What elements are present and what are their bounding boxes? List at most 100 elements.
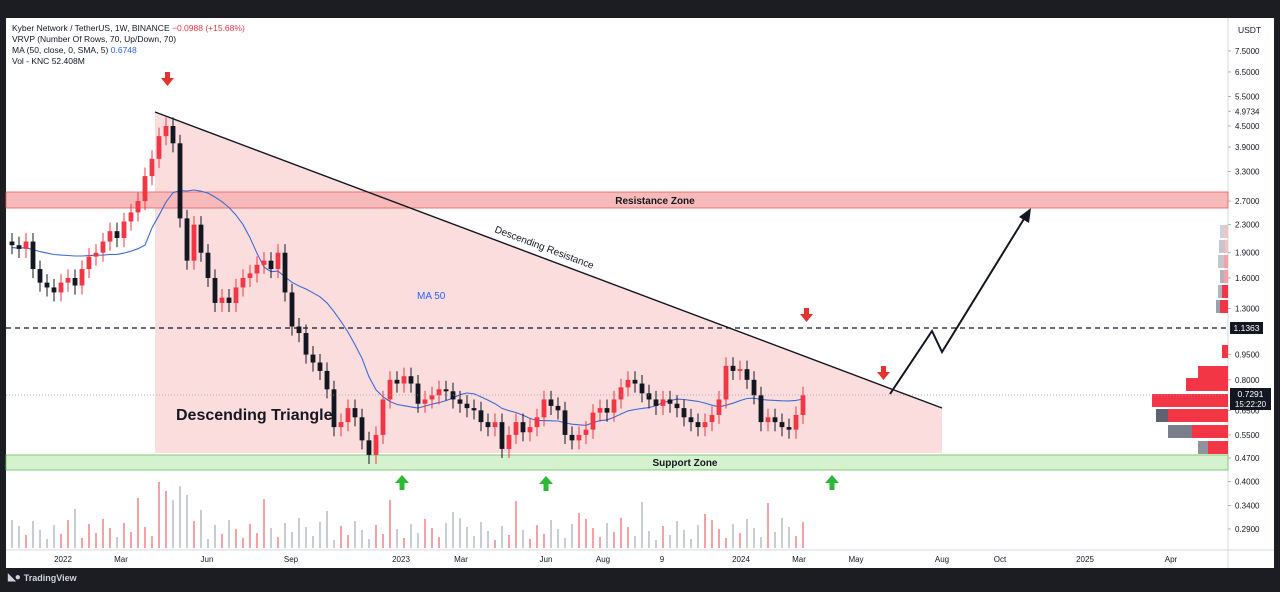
price-tick-label: 0.5500	[1235, 431, 1260, 440]
candle-body	[667, 399, 673, 404]
candle-body	[597, 408, 603, 413]
volume-bar	[690, 539, 692, 548]
volume-bar	[557, 529, 559, 548]
volume-bar	[277, 537, 279, 548]
resistance-zone	[5, 191, 1229, 209]
volume-bar	[200, 510, 202, 548]
candle-body	[786, 427, 792, 430]
candle-body	[422, 399, 428, 404]
volume-profile-up-row	[1224, 270, 1228, 283]
candle-body	[646, 393, 652, 400]
time-tick-label: Aug	[596, 555, 610, 564]
volume-bar	[18, 526, 20, 548]
volume-profile-up-row	[1168, 409, 1228, 422]
candle-body	[156, 136, 162, 159]
candle-body	[296, 326, 302, 334]
time-axis[interactable]	[6, 550, 1274, 568]
volume-bar	[571, 524, 573, 548]
price-tick-label: 0.9500	[1235, 351, 1260, 360]
time-tick-label: Oct	[994, 555, 1007, 564]
pattern-label: Descending Triangle	[176, 407, 333, 424]
candle-body	[443, 389, 449, 392]
volume-bar	[655, 540, 657, 548]
bar-countdown-text: 15:22:20	[1235, 400, 1267, 409]
candle-body	[625, 379, 631, 388]
volume-bar	[382, 534, 384, 548]
candle-body	[345, 408, 351, 423]
volume-profile-up-row	[1208, 441, 1228, 454]
volume-bar	[207, 539, 209, 548]
brand-name: TradingView	[23, 572, 77, 583]
volume-bar	[179, 486, 181, 548]
symbol-title: Kyber Network / TetherUS, 1W, BINANCE	[12, 23, 170, 33]
volume-profile-up-row	[1192, 425, 1228, 438]
volume-bar	[305, 527, 307, 548]
candle-body	[471, 408, 477, 411]
tradingview-brand[interactable]: ◣● TradingView	[8, 572, 77, 583]
volume-profile-up-row	[1152, 394, 1228, 407]
volume-bar	[361, 530, 363, 548]
candle-body	[289, 292, 295, 327]
volume-bar	[235, 529, 237, 548]
price-tick-label: 1.9000	[1235, 249, 1260, 258]
down-arrow-icon	[800, 308, 813, 322]
time-tick-label: 2024	[732, 555, 750, 564]
candle-body	[233, 287, 239, 303]
candle-body	[44, 282, 50, 288]
volume-bar	[270, 528, 272, 548]
volume-bar	[60, 534, 62, 548]
candle-body	[415, 383, 421, 404]
volume-bar	[186, 495, 188, 548]
volume-bar	[354, 521, 356, 548]
vrvp-indicator-label[interactable]: VRVP (Number Of Rows, 70, Up/Down, 70)	[12, 34, 177, 44]
candle-body	[170, 126, 176, 144]
candle-body	[548, 399, 554, 406]
candle-body	[226, 297, 232, 303]
ma-50-label: MA 50	[417, 291, 446, 302]
ma-indicator-label[interactable]: MA (50, close, 0, SMA, 5)	[12, 45, 109, 55]
volume-indicator-label[interactable]: Vol - KNC	[12, 56, 50, 66]
volume-bar	[53, 525, 55, 548]
candle-body	[520, 422, 526, 433]
volume-profile-row	[1220, 225, 1228, 238]
volume-bar	[459, 518, 461, 548]
time-tick-label: Mar	[114, 555, 128, 564]
volume-bar	[662, 526, 664, 548]
volume-bar	[753, 528, 755, 548]
time-tick-label: Mar	[454, 555, 468, 564]
candle-body	[51, 287, 57, 293]
volume-bar	[452, 512, 454, 548]
volume-bar	[410, 524, 412, 548]
candle-body	[730, 365, 736, 371]
candle-body	[436, 389, 442, 396]
candle-body	[177, 143, 183, 219]
candle-body	[268, 260, 274, 270]
volume-bar	[333, 540, 335, 548]
candle-body	[219, 297, 225, 303]
volume-bar	[480, 522, 482, 548]
candle-body	[401, 376, 407, 384]
volume-bar	[508, 535, 510, 548]
volume-bar	[249, 524, 251, 548]
level-price-text: 1.1363	[1234, 323, 1260, 333]
price-tick-label: 0.4000	[1235, 478, 1260, 487]
candle-body	[534, 417, 540, 428]
volume-profile-row	[1218, 255, 1228, 268]
candle-body	[65, 277, 71, 283]
candle-body	[58, 282, 64, 293]
support-zone-label: Support Zone	[653, 458, 718, 469]
volume-bar	[109, 528, 111, 548]
volume-bar	[438, 537, 440, 548]
price-axis[interactable]	[1228, 18, 1274, 550]
candle-body	[149, 158, 155, 177]
price-tick-label: 4.9734	[1235, 107, 1260, 116]
candle-body	[653, 399, 659, 406]
candle-body	[373, 434, 379, 455]
volume-bar	[515, 501, 517, 548]
candle-body	[485, 422, 491, 428]
candle-body	[128, 212, 134, 222]
candle-body	[135, 201, 141, 213]
volume-bar	[256, 533, 258, 548]
volume-bar	[39, 530, 41, 548]
price-tick-label: 3.3000	[1235, 168, 1260, 177]
